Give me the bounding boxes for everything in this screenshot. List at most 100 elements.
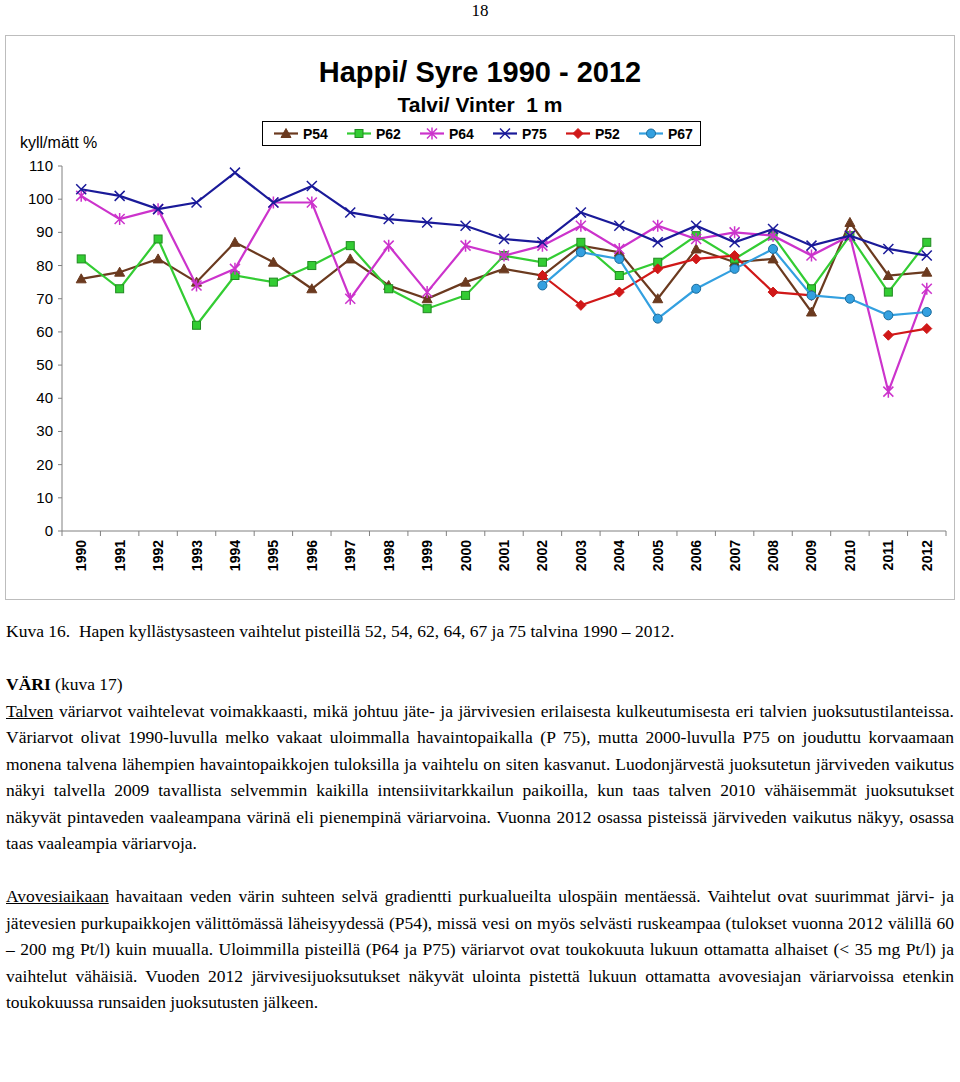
marker [653, 220, 663, 232]
marker [922, 308, 931, 317]
marker [806, 250, 816, 262]
marker [154, 235, 162, 243]
marker [345, 293, 355, 305]
marker [922, 324, 932, 334]
marker [614, 243, 624, 255]
y-tick [58, 199, 62, 200]
series [76, 190, 932, 398]
marker [614, 221, 624, 231]
marker [461, 277, 471, 286]
chart: Happi/ Syre 1990 - 2012Talvi/ Vinter 1 m… [0, 0, 960, 606]
marker [845, 217, 855, 226]
x-tick [292, 531, 293, 536]
y-tick-label: 40 [36, 389, 53, 406]
legend-marker [573, 129, 583, 139]
marker [922, 251, 932, 261]
marker [230, 237, 240, 246]
marker [538, 258, 546, 266]
x-tick [138, 531, 139, 536]
legend-marker [647, 129, 656, 138]
y-tick [58, 431, 62, 432]
marker [537, 271, 547, 281]
marker [691, 221, 701, 231]
marker [692, 284, 701, 293]
marker [769, 244, 778, 253]
marker [345, 207, 355, 217]
y-tick [58, 531, 62, 532]
marker [806, 307, 816, 316]
x-tick [484, 531, 485, 536]
marker [192, 198, 202, 208]
marker [768, 254, 778, 263]
x-tick-label: 2006 [688, 540, 704, 571]
marker [923, 238, 931, 246]
marker [922, 283, 932, 295]
page: {"page_number": "18", "chart_data": { "t… [0, 0, 960, 1082]
marker [461, 221, 471, 231]
x-tick-label: 2000 [458, 540, 474, 571]
x-tick-label: 2005 [650, 540, 666, 571]
paragraph: Avovesiaikaan havaitaan veden värin suht… [6, 883, 954, 1016]
marker [730, 251, 740, 261]
y-tick [58, 232, 62, 233]
paragraph-text: väriarvot vaihtelevat voimakkaasti, mikä… [6, 701, 954, 854]
x-tick-label: 2004 [611, 540, 627, 571]
x-axis [62, 531, 946, 532]
marker [268, 198, 278, 208]
marker [806, 241, 816, 251]
marker [807, 291, 816, 300]
marker [268, 197, 278, 209]
marker [499, 264, 509, 273]
x-tick [254, 531, 255, 536]
x-tick [446, 531, 447, 536]
series-line [81, 196, 927, 392]
marker [115, 213, 125, 225]
marker [845, 294, 854, 303]
x-tick-label: 2003 [573, 540, 589, 571]
x-tick [177, 531, 178, 536]
y-tick [58, 398, 62, 399]
x-tick-label: 2009 [803, 540, 819, 571]
x-tick-label: 1997 [342, 540, 358, 571]
page-number: 18 [0, 0, 960, 22]
marker [768, 224, 778, 234]
marker [883, 330, 893, 340]
x-tick [792, 531, 793, 536]
x-tick-label: 2010 [842, 540, 858, 571]
marker [385, 285, 393, 293]
paragraph-lead: Talven [6, 701, 53, 721]
paragraph-lead: Avovesiaikaan [6, 886, 109, 906]
marker [576, 300, 586, 310]
x-tick-label: 1993 [189, 540, 205, 571]
marker [653, 314, 662, 323]
series-line [81, 173, 927, 256]
legend-marker [355, 130, 363, 138]
marker [691, 254, 701, 264]
legend-box [263, 122, 701, 146]
legend-marker [427, 128, 437, 140]
legend-label: P62 [376, 126, 401, 142]
x-tick [600, 531, 601, 536]
marker [230, 168, 240, 178]
x-tick-label: 2002 [534, 540, 550, 571]
series [537, 251, 931, 341]
x-tick-label: 1994 [227, 540, 243, 571]
marker [730, 226, 740, 238]
series-line [81, 222, 927, 312]
marker [537, 237, 547, 247]
y-tick-label: 30 [36, 422, 53, 439]
x-tick [830, 531, 831, 536]
document-text: Kuva 16. Hapen kyllästysasteen vaihtelut… [6, 618, 954, 1016]
chart-subtitle: Talvi/ Vinter 1 m [398, 93, 563, 116]
series-line [542, 256, 926, 336]
x-tick [715, 531, 716, 536]
marker [577, 238, 585, 246]
marker [691, 244, 701, 253]
x-tick [407, 531, 408, 536]
marker [845, 231, 855, 241]
caption: Kuva 16. Hapen kyllästysasteen vaihtelut… [6, 618, 954, 645]
marker [76, 184, 86, 194]
marker [653, 264, 663, 274]
x-tick [869, 531, 870, 536]
heading-rest: (kuva 17) [51, 674, 123, 694]
